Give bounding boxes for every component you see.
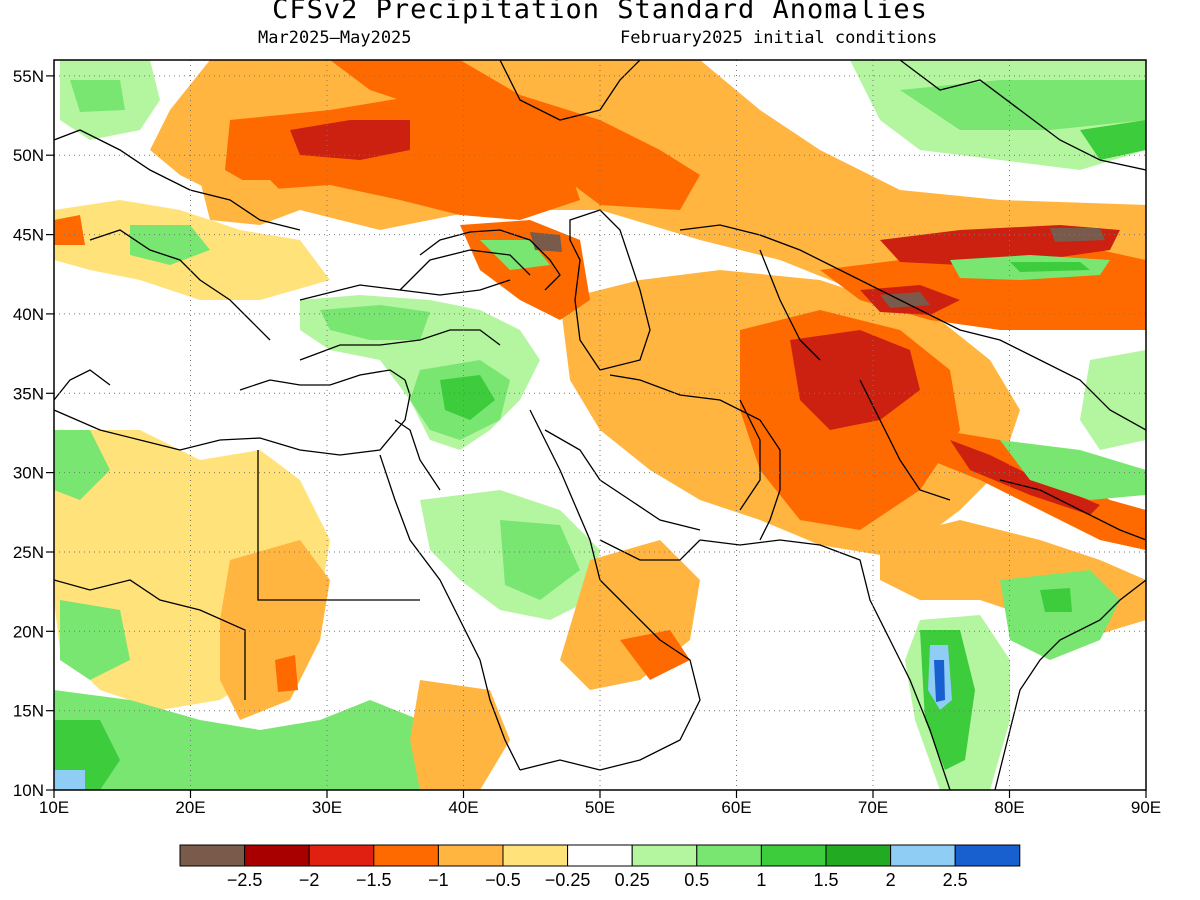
colorbar-label: 2 — [886, 870, 896, 890]
colorbar-swatch — [760, 844, 827, 867]
y-tick-label: 15N — [13, 702, 44, 721]
y-tick-label: 20N — [13, 622, 44, 641]
colorbar-label: 1.5 — [813, 870, 838, 890]
x-tick-label: 10E — [39, 798, 69, 817]
colorbar-label: 2.5 — [943, 870, 968, 890]
colorbar-swatch — [373, 844, 439, 867]
colorbar-label: −1.5 — [356, 870, 392, 890]
y-tick-label: 50N — [13, 146, 44, 165]
y-tick-label: 10N — [13, 781, 44, 800]
colorbar-swatch — [631, 844, 698, 867]
colorbar-label: −2 — [299, 870, 320, 890]
colorbar-swatch — [696, 844, 762, 867]
x-tick-label: 50E — [585, 798, 615, 817]
gridlines — [54, 60, 1146, 790]
colorbar-swatch — [502, 844, 569, 867]
y-tick-label: 25N — [13, 543, 44, 562]
colorbar-label: 0.5 — [684, 870, 709, 890]
colorbar-label: −0.5 — [485, 870, 521, 890]
colorbar-label: −2.5 — [227, 870, 263, 890]
y-tick-label: 35N — [13, 384, 44, 403]
x-tick-label: 80E — [994, 798, 1024, 817]
colorbar-swatch — [308, 844, 375, 867]
y-tick-label: 45N — [13, 226, 44, 245]
initial-conditions: February2025 initial conditions — [620, 28, 938, 48]
x-tick-label: 70E — [858, 798, 888, 817]
x-axis-labels: 10E 20E 30E 40E 50E 60E 70E 80E 90E — [39, 798, 1161, 817]
colorbar-swatch — [437, 844, 504, 867]
map-area — [54, 60, 1146, 790]
colorbar-label: 0.25 — [615, 870, 650, 890]
y-tick-label: 30N — [13, 464, 44, 483]
colorbar — [179, 844, 1021, 867]
colorbar-swatch — [567, 844, 633, 867]
colorbar-swatch — [954, 844, 1021, 867]
x-tick-label: 40E — [448, 798, 478, 817]
y-tick-label: 40N — [13, 305, 44, 324]
colorbar-swatch — [890, 844, 956, 867]
axis-ticks — [46, 75, 1147, 798]
colorbar-swatch — [244, 844, 310, 867]
map-title: CFSv2 Precipitation Standard Anomalies — [272, 0, 928, 25]
y-axis-labels: 10N 15N 20N 25N 30N 35N 40N 45N 50N 55N — [13, 67, 44, 800]
colorbar-swatch — [825, 844, 892, 867]
y-tick-label: 55N — [13, 67, 44, 86]
anomaly-field — [54, 60, 1146, 790]
colorbar-swatch — [179, 844, 246, 867]
x-tick-label: 90E — [1131, 798, 1161, 817]
colorbar-label: −1 — [428, 870, 449, 890]
x-tick-label: 60E — [721, 798, 751, 817]
colorbar-label: 1 — [756, 870, 766, 890]
x-tick-label: 20E — [175, 798, 205, 817]
colorbar-label: −0.25 — [545, 870, 591, 890]
colorbar-labels: −2.5 −2 −1.5 −1 −0.5 −0.25 0.25 0.5 1 1.5 2 2.5 — [227, 870, 968, 890]
forecast-period: Mar2025–May2025 — [258, 28, 412, 48]
x-tick-label: 30E — [312, 798, 342, 817]
